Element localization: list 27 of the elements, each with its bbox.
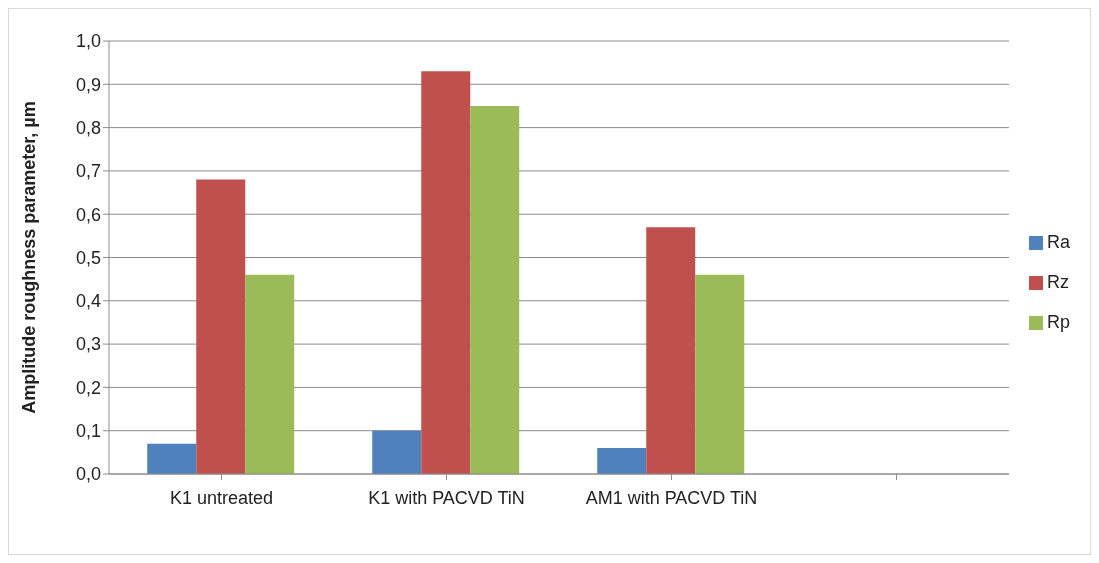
y-tick-label: 0,1 [75,421,101,442]
y-tick-label: 0,2 [75,377,101,398]
bar [646,227,696,474]
y-tick-label: 0,7 [75,161,101,182]
bar [147,443,197,474]
y-tick-label: 0,5 [75,247,101,268]
bar [597,448,647,474]
y-tick-label: 0,6 [75,204,101,225]
bar [196,179,246,474]
x-tick-label: K1 untreated [169,488,274,508]
y-tick-label: 0,3 [75,334,101,355]
bar [372,430,422,474]
x-tick-label: K1 with PACVD TiN [368,488,525,508]
x-tick-label: AM1 with PACVD TiN [585,488,758,508]
y-tick-label: 1,0 [75,31,101,52]
bar [421,71,471,474]
y-axis-title: Amplitude roughness parameter, µm [19,101,40,414]
y-tick-label: 0,0 [75,464,101,485]
y-tick-label: 0,4 [75,291,101,312]
bar [695,274,745,474]
bar [470,105,520,474]
bar [245,274,295,474]
legend-label: Rp [1046,311,1070,332]
y-tick-label: 0,8 [75,117,101,138]
y-tick-label: 0,9 [75,74,101,95]
legend-label: Ra [1046,231,1070,252]
legend-label: Rz [1046,271,1069,292]
